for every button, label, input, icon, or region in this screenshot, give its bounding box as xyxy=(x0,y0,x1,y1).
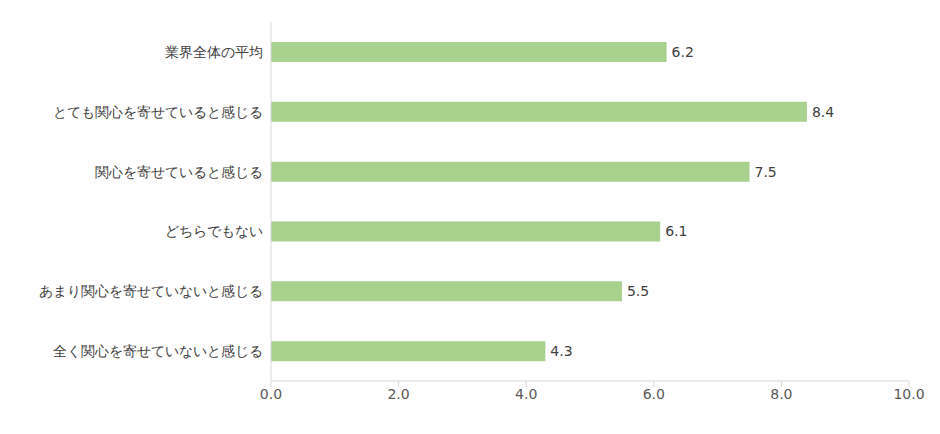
svg-text:6.1: 6.1 xyxy=(665,223,687,239)
svg-text:全く関心を寄せていないと感じる: 全く関心を寄せていないと感じる xyxy=(53,343,263,359)
svg-text:6.0: 6.0 xyxy=(643,386,665,402)
svg-text:0.0: 0.0 xyxy=(260,386,282,402)
svg-text:10.0: 10.0 xyxy=(893,386,924,402)
svg-text:業界全体の平均: 業界全体の平均 xyxy=(165,44,263,60)
svg-text:5.5: 5.5 xyxy=(627,283,649,299)
svg-text:4.3: 4.3 xyxy=(550,343,572,359)
svg-text:8.4: 8.4 xyxy=(812,104,834,120)
svg-text:とても関心を寄せていると感じる: とても関心を寄せていると感じる xyxy=(53,104,263,120)
svg-text:どちらでもない: どちらでもない xyxy=(165,223,263,239)
svg-text:関心を寄せていると感じる: 関心を寄せていると感じる xyxy=(95,164,263,180)
svg-text:6.2: 6.2 xyxy=(672,44,694,60)
svg-text:4.0: 4.0 xyxy=(515,386,537,402)
svg-text:2.0: 2.0 xyxy=(387,386,409,402)
svg-text:あまり関心を寄せていないと感じる: あまり関心を寄せていないと感じる xyxy=(39,283,263,299)
svg-text:8.0: 8.0 xyxy=(770,386,792,402)
svg-text:7.5: 7.5 xyxy=(755,164,777,180)
